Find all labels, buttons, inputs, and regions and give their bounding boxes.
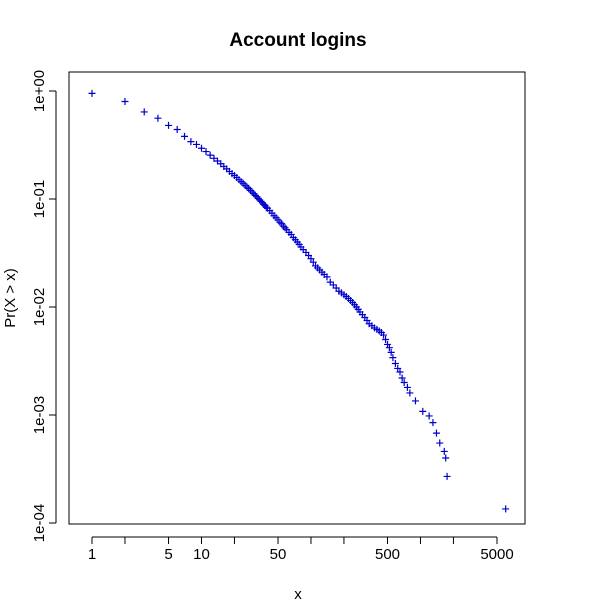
data-point [380, 331, 388, 339]
data-point [250, 190, 258, 198]
chart-title: Account logins [229, 30, 366, 51]
data-point [403, 383, 411, 391]
data-point [187, 138, 195, 146]
data-point [436, 439, 444, 447]
data-point [281, 224, 289, 232]
x-axis-label: x [294, 586, 302, 600]
data-point [251, 191, 259, 199]
data-point [323, 273, 331, 281]
x-tick-label: 1 [88, 546, 96, 563]
x-tick-label: 5 [164, 546, 172, 563]
data-point [121, 97, 129, 105]
data-point [206, 151, 214, 159]
data-point [425, 412, 433, 420]
data-point [309, 258, 317, 266]
data-point [154, 114, 162, 122]
data-point [202, 148, 210, 156]
data-point [411, 397, 419, 405]
data-point [165, 121, 173, 129]
data-point [192, 140, 200, 148]
data-points [88, 89, 510, 513]
data-point [391, 359, 399, 367]
data-point [419, 407, 427, 415]
data-point [279, 222, 287, 230]
data-point [443, 472, 451, 480]
y-tick-label: 1e-04 [31, 504, 48, 542]
y-tick-label: 1e-02 [31, 288, 48, 326]
y-tick-label: 1e-03 [31, 396, 48, 434]
data-point [442, 454, 450, 462]
data-point [432, 429, 440, 437]
data-point [173, 126, 181, 134]
x-tick-label: 5000 [480, 546, 513, 563]
data-point [140, 108, 148, 116]
x-tick-label: 500 [375, 546, 400, 563]
data-point [246, 186, 254, 194]
x-tick-label: 50 [270, 546, 287, 563]
data-point [398, 374, 406, 382]
data-point [440, 447, 448, 455]
data-point [181, 132, 189, 140]
data-point [396, 368, 404, 376]
data-point [385, 344, 393, 352]
y-axis: 1e+00 1e-01 1e-02 1e-03 1e-04 [31, 70, 57, 542]
data-point [429, 419, 437, 427]
data-point [387, 348, 395, 356]
y-tick-label: 1e+00 [31, 70, 48, 112]
data-point [394, 364, 402, 372]
x-axis: 1 5 10 50 500 5000 [88, 536, 514, 563]
data-point [197, 144, 205, 152]
plot-frame [68, 71, 526, 525]
x-tick-label: 10 [193, 546, 210, 563]
y-axis-label: Pr(X > x) [2, 268, 19, 328]
data-point [389, 354, 397, 362]
data-point [88, 89, 96, 97]
data-point [382, 336, 390, 344]
data-point [502, 505, 510, 513]
data-point [210, 154, 218, 162]
y-tick-label: 1e-01 [31, 180, 48, 218]
data-point [262, 203, 270, 211]
data-point [400, 378, 408, 386]
data-point [248, 188, 256, 196]
data-point [406, 389, 414, 397]
